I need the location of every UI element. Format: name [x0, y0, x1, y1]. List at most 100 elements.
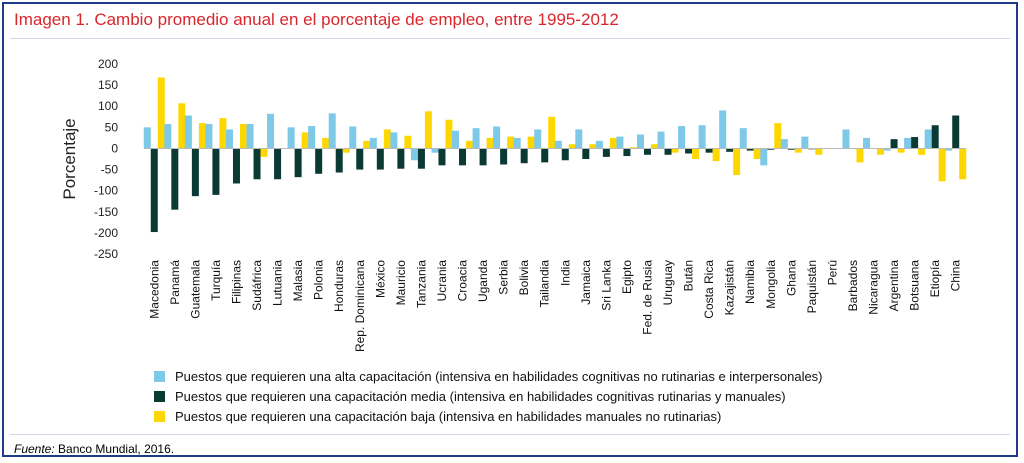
- bar-baja: [671, 148, 679, 153]
- legend-swatch-baja: [154, 410, 165, 422]
- x-tick-label: Mongolia: [764, 260, 778, 309]
- bar-baja: [856, 148, 864, 163]
- bar-media: [787, 148, 795, 150]
- chart-legend: Puestos que requieren una alta capacitac…: [154, 366, 823, 426]
- bar-media: [582, 148, 590, 159]
- bar-baja: [938, 148, 946, 182]
- x-tick-label: Honduras: [332, 260, 346, 312]
- bar-alta: [719, 110, 727, 149]
- bar-baja: [363, 140, 371, 149]
- bar-alta: [616, 136, 624, 149]
- bar-alta: [554, 140, 562, 149]
- x-tick-label: Sudáfrica: [250, 260, 264, 311]
- x-tick-label: Mauricio: [394, 260, 408, 306]
- y-tick-label: 50: [105, 120, 119, 134]
- y-tick-label: -50: [101, 163, 119, 177]
- bar-baja: [527, 136, 535, 149]
- bar-alta: [780, 139, 788, 149]
- bar-alta: [267, 113, 275, 149]
- x-tick-label: Tailandia: [538, 260, 552, 308]
- source-note: Fuente: Banco Mundial, 2016.: [14, 442, 174, 456]
- x-tick-label: China: [949, 260, 963, 292]
- x-tick-label: Fed. de Rusia: [640, 260, 654, 335]
- legend-label-media: Puestos que requieren una capacitación m…: [175, 388, 786, 404]
- legend-swatch-media: [154, 390, 165, 402]
- legend-item-alta: Puestos que requieren una alta capacitac…: [154, 366, 823, 386]
- x-tick-label: Kazajistán: [723, 260, 737, 315]
- bar-baja: [609, 137, 617, 149]
- y-tick-label: -250: [94, 247, 118, 261]
- bar-baja: [733, 148, 741, 176]
- bar-media: [294, 148, 302, 178]
- bar-baja: [178, 103, 186, 149]
- bar-baja: [383, 129, 391, 149]
- x-tick-label: Rep. Dominicana: [353, 260, 367, 352]
- figure-title: Imagen 1. Cambio promedio anual en el po…: [14, 10, 619, 29]
- bar-alta: [472, 128, 480, 149]
- x-tick-label: Macedonia: [147, 260, 161, 319]
- y-tick-label: 100: [98, 99, 118, 113]
- bar-baja: [507, 136, 515, 149]
- x-tick-label: Panamá: [168, 260, 182, 305]
- bar-baja: [877, 148, 885, 155]
- bar-media: [274, 148, 282, 180]
- bar-alta: [431, 148, 439, 153]
- x-tick-label: Egipto: [620, 260, 634, 294]
- x-tick-label: Bolivia: [517, 260, 531, 296]
- bar-media: [397, 148, 405, 169]
- bar-media: [602, 148, 610, 157]
- bar-alta: [534, 129, 542, 149]
- x-tick-label: Bután: [682, 260, 696, 291]
- x-tick-label: India: [558, 260, 572, 286]
- bar-media: [171, 148, 179, 210]
- bar-baja: [918, 148, 926, 155]
- x-tick-label: Guatemala: [188, 260, 202, 319]
- bar-baja: [959, 148, 967, 180]
- bar-media: [520, 148, 528, 164]
- bar-alta: [452, 130, 460, 149]
- bar-media: [931, 125, 939, 149]
- bar-media: [726, 148, 734, 152]
- bar-alta: [308, 126, 316, 149]
- bar-media: [664, 148, 672, 155]
- bar-media: [685, 148, 693, 154]
- bar-media: [541, 148, 549, 163]
- bar-media: [232, 148, 240, 184]
- bar-media: [150, 148, 158, 233]
- bar-chart: -250 -200 -150 -100 -50 0 50 100 150 200 Porcentaj…: [60, 57, 967, 352]
- x-tick-label: Uganda: [476, 260, 490, 302]
- x-tick-label: Lutuania: [271, 260, 285, 306]
- bar-alta: [636, 134, 644, 149]
- y-tick-label: -100: [94, 184, 118, 198]
- bar-media: [253, 148, 261, 180]
- title-divider: [10, 38, 1010, 39]
- bar-baja: [322, 137, 330, 149]
- source-text: Banco Mundial, 2016.: [54, 442, 175, 456]
- bar-alta: [390, 132, 398, 149]
- bar-media: [438, 148, 446, 166]
- bar-media: [952, 115, 960, 149]
- bar-media: [212, 148, 220, 195]
- bar-baja: [342, 148, 350, 153]
- bar-media: [356, 148, 364, 170]
- bar-baja: [774, 123, 782, 149]
- bar-alta: [842, 129, 850, 149]
- x-tick-label: Croacia: [456, 260, 470, 302]
- x-tick-label: Malasia: [291, 260, 305, 302]
- bar-media: [767, 148, 775, 150]
- bar-alta: [513, 137, 521, 149]
- legend-label-alta: Puestos que requieren una alta capacitac…: [175, 368, 823, 384]
- bar-alta: [369, 137, 377, 149]
- x-tick-label: Nicaragua: [867, 260, 881, 315]
- bar-alta: [924, 129, 932, 149]
- legend-swatch-alta: [154, 370, 165, 382]
- bar-media: [335, 148, 343, 173]
- x-tick-label: Polonia: [312, 260, 326, 300]
- bar-media: [459, 148, 467, 166]
- bar-media: [191, 148, 199, 197]
- bar-baja: [794, 148, 802, 153]
- x-tick-label: Serbia: [497, 260, 511, 295]
- bar-baja: [589, 144, 597, 149]
- y-tick-label: -200: [94, 226, 118, 240]
- bar-baja: [568, 144, 576, 149]
